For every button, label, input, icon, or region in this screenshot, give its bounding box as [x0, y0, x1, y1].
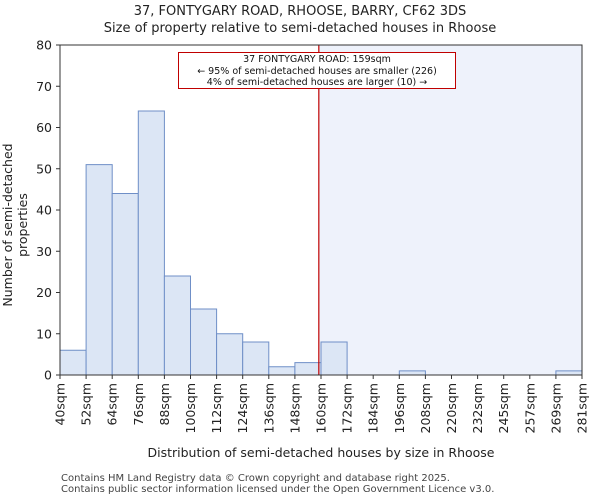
x-tick-label: 112sqm	[209, 383, 224, 433]
y-tick-label: 60	[36, 120, 52, 135]
y-tick-label: 0	[44, 368, 52, 383]
x-tick-label: 88sqm	[157, 383, 172, 426]
bar-124sqm	[242, 341, 270, 376]
x-tick-label: 232sqm	[470, 383, 485, 433]
bar-269sqm	[555, 370, 583, 376]
x-axis-label: Distribution of semi-detached houses by …	[147, 445, 495, 460]
x-tick-label: 148sqm	[287, 383, 302, 433]
bar-196sqm	[398, 370, 426, 376]
x-tick-label: 52sqm	[79, 383, 94, 426]
y-tick-label: 30	[36, 244, 52, 259]
x-tick-label: 220sqm	[444, 383, 459, 433]
bar-136sqm	[268, 366, 296, 376]
chart-title: Size of property relative to semi-detach…	[103, 21, 497, 36]
x-tick-label: 172sqm	[340, 383, 355, 433]
x-tick-label: 64sqm	[105, 383, 120, 426]
y-tick-label: 40	[36, 203, 52, 218]
y-tick-label: 20	[36, 285, 52, 300]
x-tick-label: 124sqm	[235, 383, 250, 433]
x-tick-label: 100sqm	[183, 383, 198, 433]
x-tick-label: 257sqm	[522, 383, 537, 433]
annotation-line-2: ← 95% of semi-detached houses are smalle…	[197, 65, 437, 77]
bar-100sqm	[190, 308, 218, 376]
footer-licence: Contains public sector information licen…	[61, 484, 495, 495]
y-tick-label: 50	[36, 161, 52, 176]
bar-40sqm	[59, 349, 87, 376]
x-tick-label: 196sqm	[392, 383, 407, 433]
y-tick-label: 80	[36, 38, 52, 53]
x-tick-label: 208sqm	[418, 383, 433, 433]
y-tick-label: 10	[36, 326, 52, 341]
x-tick-label: 136sqm	[261, 383, 276, 433]
x-tick-label: 76sqm	[131, 383, 146, 426]
bar-64sqm	[111, 193, 139, 376]
annotation-line-1: 37 FONTYGARY ROAD: 159sqm	[243, 54, 391, 65]
x-tick-label: 40sqm	[53, 383, 68, 426]
larger-region-shade	[318, 45, 582, 375]
x-tick-label: 281sqm	[575, 383, 590, 433]
property-annotation-box: 37 FONTYGARY ROAD: 159sqm ← 95% of semi-…	[178, 52, 456, 89]
y-axis-label: Number of semi-detached properties	[0, 143, 30, 307]
annotation-line-3: 4% of semi-detached houses are larger (1…	[206, 77, 428, 88]
y-tick-label: 70	[36, 79, 52, 94]
x-tick-label: 160sqm	[314, 383, 329, 433]
chart-title-address: 37, FONTYGARY ROAD, RHOOSE, BARRY, CF62 …	[133, 4, 467, 19]
bar-160sqm	[320, 341, 348, 376]
bar-112sqm	[216, 333, 244, 376]
bar-88sqm	[163, 275, 191, 376]
bar-76sqm	[137, 110, 165, 376]
bar-148sqm	[294, 362, 322, 376]
x-tick-label: 184sqm	[366, 383, 381, 433]
x-tick-label: 269sqm	[548, 383, 563, 433]
footer-copyright: Contains HM Land Registry data © Crown c…	[61, 473, 450, 484]
bar-52sqm	[85, 164, 113, 376]
x-tick-label: 245sqm	[496, 383, 511, 433]
